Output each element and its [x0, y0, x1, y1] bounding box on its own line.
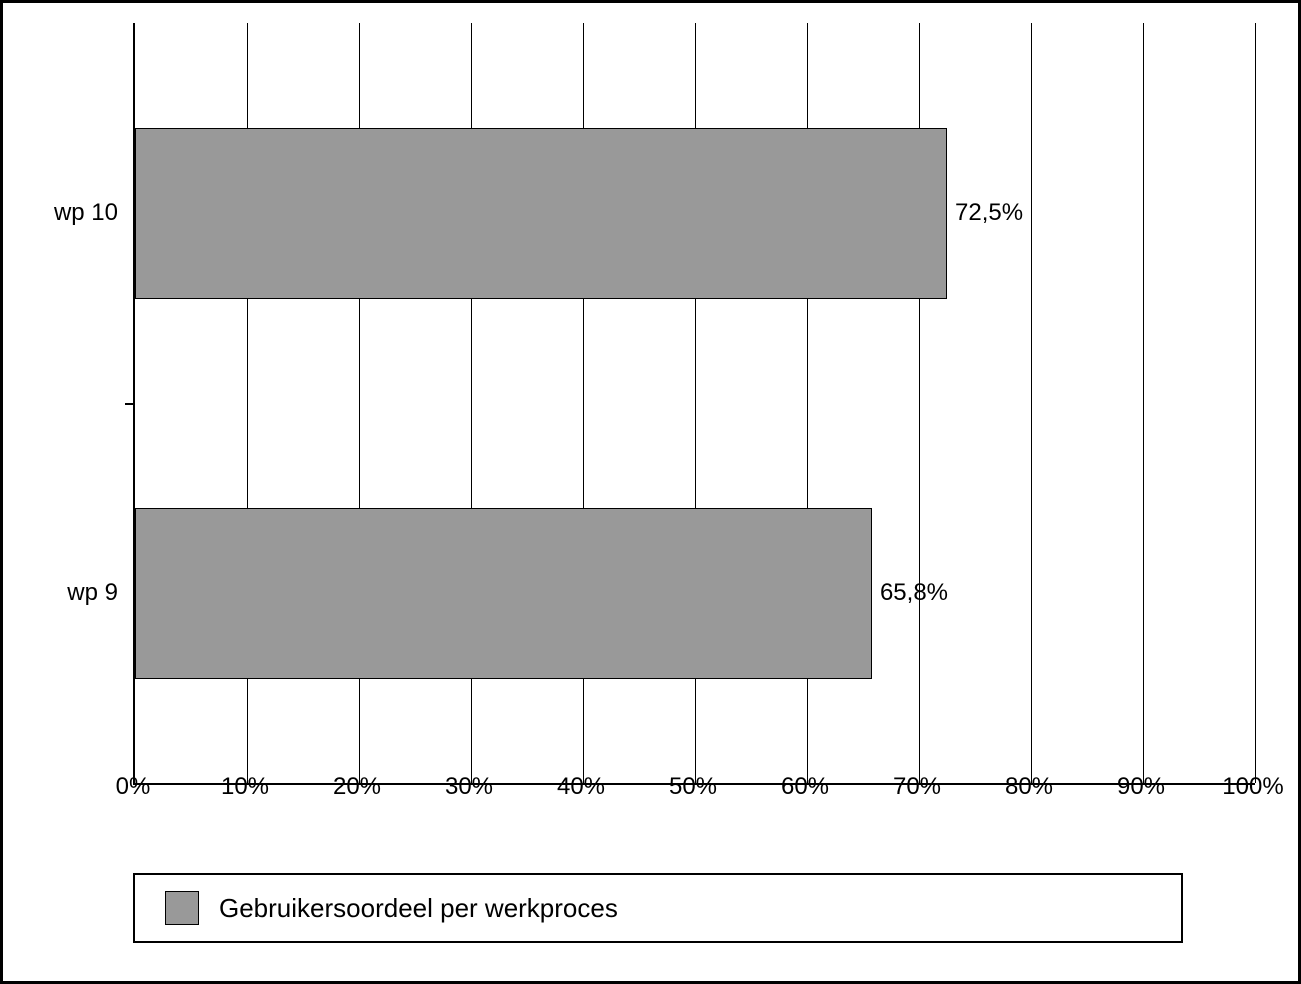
legend-swatch [165, 891, 199, 925]
x-tick-label: 0% [116, 773, 151, 801]
legend: Gebruikersoordeel per werkproces [133, 873, 1183, 943]
x-tick-label: 80% [1005, 773, 1053, 801]
gridline [1031, 23, 1032, 783]
plot-area: 72,5% 65,8% [133, 23, 1255, 785]
bar-value-label: 72,5% [955, 199, 1023, 227]
x-tick-label: 90% [1117, 773, 1165, 801]
y-tick-label: wp 9 [67, 579, 118, 607]
gridline [1255, 23, 1256, 783]
x-tick-label: 60% [781, 773, 829, 801]
x-tick-label: 20% [333, 773, 381, 801]
x-tick-label: 40% [557, 773, 605, 801]
y-tick-label: wp 10 [54, 199, 118, 227]
bar [135, 128, 947, 299]
x-tick-label: 30% [445, 773, 493, 801]
chart-frame: 72,5% 65,8% Gebruikersoordeel per werkpro… [0, 0, 1301, 984]
gridline [1143, 23, 1144, 783]
bar [135, 508, 872, 679]
legend-label: Gebruikersoordeel per werkproces [219, 893, 618, 924]
bar-value-label: 65,8% [880, 579, 948, 607]
y-tick-mark [125, 403, 135, 405]
x-tick-label: 100% [1222, 773, 1283, 801]
x-tick-label: 50% [669, 773, 717, 801]
x-tick-label: 10% [221, 773, 269, 801]
x-tick-label: 70% [893, 773, 941, 801]
